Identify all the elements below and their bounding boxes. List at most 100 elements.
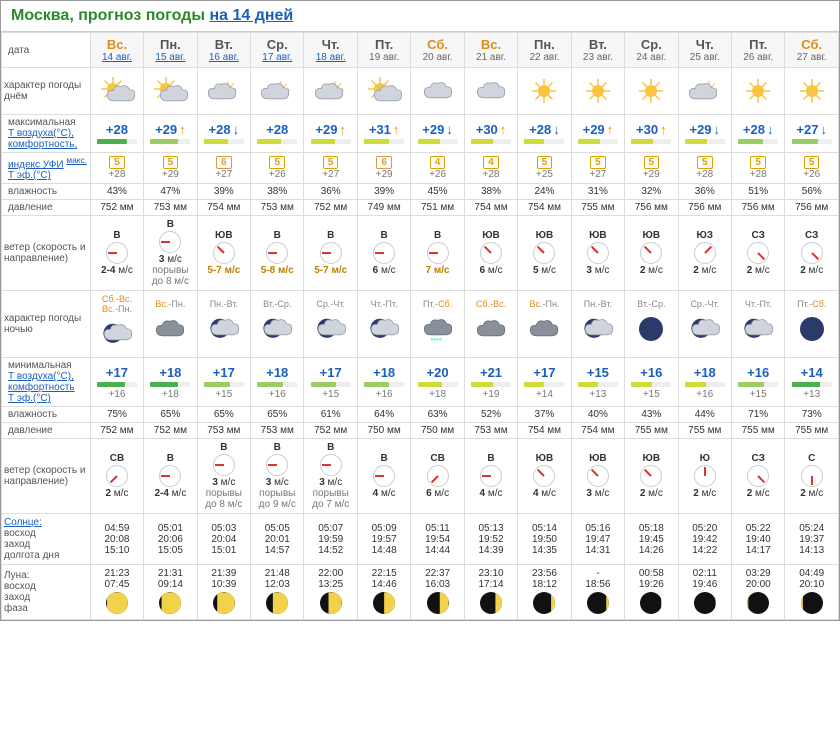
night-weather-icon: Чт.-Пт.: [357, 291, 410, 358]
pressure-day: 755 мм: [571, 200, 624, 216]
humidity-day: 51%: [731, 184, 784, 200]
night-weather-icon: Пн.-Вт.: [571, 291, 624, 358]
row-label: характер погоды ночью: [2, 291, 91, 358]
tmin-cell: +14+13: [785, 358, 839, 407]
date-label: 26 авг.: [732, 52, 784, 63]
moon-times: 21:3109:14: [144, 565, 197, 620]
moon-times: 00:5819:26: [625, 565, 678, 620]
date-label: 24 авг.: [625, 52, 677, 63]
date-label[interactable]: 18 авг.: [304, 52, 356, 63]
tmax-cell: +29: [144, 115, 197, 153]
ufi-cell: 4+28: [464, 153, 517, 184]
wind-compass-icon: [159, 465, 181, 487]
wind-night: ЮВ4 м/с: [518, 439, 571, 514]
tmin-cell: +15+13: [571, 358, 624, 407]
date-label[interactable]: 14 авг.: [91, 52, 143, 63]
wind-day: В5-7 м/с: [304, 216, 357, 291]
wind-compass-icon: [480, 242, 502, 264]
pressure-day: 752 мм: [90, 200, 143, 216]
title-prefix: Москва, прогноз погоды: [11, 7, 209, 24]
wind-day: ЮВ2 м/с: [625, 216, 678, 291]
pressure-day: 756 мм: [731, 200, 784, 216]
date-label[interactable]: 17 авг.: [251, 52, 303, 63]
wind-day: В2-4 м/с: [90, 216, 143, 291]
ufi-cell: 5+26: [785, 153, 839, 184]
wind-compass-icon: [640, 242, 662, 264]
ufi-cell: 5+28: [678, 153, 731, 184]
tmax-cell: +29: [678, 115, 731, 153]
title-link[interactable]: на 14 дней: [209, 7, 293, 24]
night-weather-icon: Вс.-Пн.: [144, 291, 197, 358]
pressure-night: 755 мм: [785, 423, 839, 439]
tmin-cell: +16+15: [625, 358, 678, 407]
humidity-day: 32%: [625, 184, 678, 200]
humidity-day: 24%: [518, 184, 571, 200]
day-header: Вс.21 авг.: [464, 33, 517, 68]
day-header[interactable]: Вс.14 авг.: [90, 33, 143, 68]
humidity-day: 45%: [411, 184, 464, 200]
wind-day: СЗ2 м/с: [731, 216, 784, 291]
moon-phase-icon: [801, 592, 823, 614]
pressure-day: 756 мм: [678, 200, 731, 216]
pressure-day: 753 мм: [144, 200, 197, 216]
day-weather-icon: [197, 68, 250, 115]
tmax-cell: +28: [251, 115, 304, 153]
night-weather-icon: Пн.-Вт.: [197, 291, 250, 358]
tmin-cell: +17+15: [304, 358, 357, 407]
dow-label: Сб.: [411, 37, 463, 52]
moon-times: 03:2920:00: [731, 565, 784, 620]
wind-night: В3 м/спорывы до 8 м/с: [197, 439, 250, 514]
dow-label: Чт.: [304, 37, 356, 52]
tmax-cell: +30: [625, 115, 678, 153]
pressure-night: 753 мм: [197, 423, 250, 439]
humidity-day: 56%: [785, 184, 839, 200]
day-header[interactable]: Чт.18 авг.: [304, 33, 357, 68]
moon-times: -18:56: [571, 565, 624, 620]
moon-phase-icon: [640, 592, 662, 614]
day-header[interactable]: Ср.17 авг.: [251, 33, 304, 68]
humidity-night: 65%: [251, 407, 304, 423]
humidity-night: 73%: [785, 407, 839, 423]
day-weather-icon: [785, 68, 839, 115]
pressure-night: 755 мм: [625, 423, 678, 439]
sun-times: 05:0919:5714:48: [357, 514, 410, 565]
humidity-night: 43%: [625, 407, 678, 423]
moon-phase-icon: [159, 592, 181, 614]
pressure-day: 754 мм: [464, 200, 517, 216]
day-weather-icon: [678, 68, 731, 115]
day-weather-icon: [518, 68, 571, 115]
humidity-day: 39%: [357, 184, 410, 200]
tmin-cell: +18+16: [678, 358, 731, 407]
dow-label: Ср.: [251, 37, 303, 52]
pressure-day: 754 мм: [197, 200, 250, 216]
wind-day: В5-8 м/с: [251, 216, 304, 291]
wind-compass-icon: [213, 454, 235, 476]
dow-label: Вс.: [91, 37, 143, 52]
day-header[interactable]: Пн.15 авг.: [144, 33, 197, 68]
day-weather-icon: [625, 68, 678, 115]
ufi-cell: 5+26: [251, 153, 304, 184]
day-weather-icon: [357, 68, 410, 115]
row-label: характер погоды днём: [2, 68, 91, 115]
moon-phase-icon: [587, 592, 609, 614]
row-label: давление: [2, 200, 91, 216]
day-header[interactable]: Вт.16 авг.: [197, 33, 250, 68]
row-label: дата: [2, 33, 91, 68]
humidity-day: 43%: [90, 184, 143, 200]
pressure-day: 756 мм: [625, 200, 678, 216]
row-label: Луна:восходзаходфаза: [2, 565, 91, 620]
pressure-night: 753 мм: [251, 423, 304, 439]
wind-compass-icon: [427, 465, 449, 487]
moon-phase-icon: [266, 592, 288, 614]
day-header: Пт.19 авг.: [357, 33, 410, 68]
moon-times: 23:5618:12: [518, 565, 571, 620]
date-label[interactable]: 16 авг.: [198, 52, 250, 63]
dow-label: Вт.: [198, 37, 250, 52]
tmin-cell: +17+15: [197, 358, 250, 407]
moon-times: 21:3910:39: [197, 565, 250, 620]
date-label[interactable]: 15 авг.: [144, 52, 196, 63]
wind-night: В4 м/с: [357, 439, 410, 514]
wind-night: ЮВ3 м/с: [571, 439, 624, 514]
moon-phase-icon: [320, 592, 342, 614]
pressure-day: 751 мм: [411, 200, 464, 216]
